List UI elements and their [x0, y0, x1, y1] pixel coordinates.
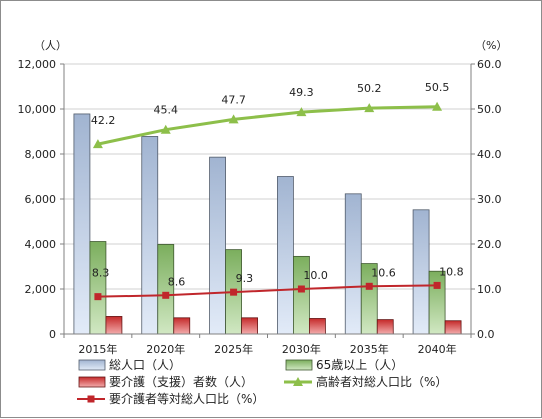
right-tick-label: 10.0 — [477, 283, 502, 296]
square-marker — [365, 282, 373, 290]
series-line — [97, 284, 438, 298]
legend-swatch — [285, 359, 313, 371]
bar — [428, 270, 446, 335]
square-marker — [230, 288, 238, 296]
bar — [412, 209, 430, 335]
left-axis-unit: （人） — [34, 39, 67, 52]
data-label: 10.6 — [371, 266, 396, 279]
right-tick-label: 60.0 — [477, 58, 502, 71]
legend-label: 要介護（支援）者数（人） — [109, 374, 253, 389]
legend-swatch — [78, 359, 106, 371]
x-tick-label: 2040年 — [418, 342, 457, 356]
triangle-marker — [228, 114, 239, 124]
left-tick-label: 2,000 — [25, 283, 57, 296]
left-tick-label: 6,000 — [25, 193, 57, 206]
bar — [73, 113, 91, 335]
gridlines — [64, 63, 471, 290]
bar — [209, 156, 226, 335]
data-label: 49.3 — [289, 86, 314, 99]
bar — [309, 318, 326, 335]
legend-marker — [293, 377, 303, 386]
bar — [277, 176, 294, 335]
series-lines — [92, 101, 443, 301]
series-line — [97, 105, 438, 146]
x-tick-label: 2015年 — [78, 342, 117, 356]
bar — [376, 319, 394, 335]
bar — [89, 241, 107, 335]
bar — [157, 244, 175, 335]
data-labels: 42.2 45.4 47.7 49.3 50.2 50.5 8.3 8.6 9.3 10.0 10.… — [91, 81, 464, 289]
bar — [141, 136, 159, 335]
data-label: 42.2 — [91, 114, 116, 127]
data-label: 50.2 — [357, 82, 382, 95]
square-marker — [433, 281, 441, 289]
left-tick-label: 8,000 — [25, 148, 57, 161]
data-label: 45.4 — [154, 104, 179, 117]
x-tick-label: 2035年 — [350, 342, 389, 356]
legend-label: 65歳以上（人） — [316, 358, 403, 372]
data-label: 10.0 — [303, 269, 328, 282]
triangle-marker — [92, 139, 103, 149]
data-label: 9.3 — [236, 272, 254, 285]
left-tick-label: 4,000 — [25, 238, 57, 251]
legend-label: 総人口（人） — [109, 358, 181, 372]
triangle-marker — [432, 101, 443, 111]
x-tick-label: 2025年 — [214, 342, 253, 356]
data-label: 8.6 — [168, 275, 186, 288]
bar — [444, 320, 462, 335]
legend: 総人口（人） 65歳以上（人） 要介護（支援）者数（人） 高齢者対総人口比（%） 要介護… — [77, 358, 447, 406]
bar — [241, 317, 258, 335]
legend-label: 要介護者等対総人口比（%） — [109, 391, 264, 406]
bar — [344, 193, 362, 335]
right-tick-label: 50.0 — [477, 103, 502, 116]
triangle-marker — [296, 107, 307, 117]
triangle-marker — [160, 124, 171, 134]
axes: 0 0.0 2,000 10.0 4,000 20.0 6,000 30.0 8,000 40.0… — [18, 39, 508, 356]
square-marker — [297, 285, 305, 293]
bar — [105, 316, 123, 335]
data-label: 10.8 — [439, 265, 464, 278]
left-tick-label: 0 — [49, 328, 56, 341]
right-tick-label: 30.0 — [477, 193, 502, 206]
right-axis-unit: （%） — [475, 39, 507, 52]
right-tick-label: 40.0 — [477, 148, 502, 161]
x-tick-label: 2030年 — [282, 342, 321, 356]
left-tick-label: 12,000 — [18, 58, 57, 71]
triangle-marker — [364, 103, 375, 113]
square-marker — [94, 293, 102, 301]
data-label: 47.7 — [221, 93, 246, 106]
data-label: 8.3 — [92, 267, 110, 280]
x-tick-label: 2020年 — [146, 342, 185, 356]
square-marker — [162, 291, 170, 299]
legend-marker — [87, 395, 95, 403]
right-tick-label: 0.0 — [477, 328, 495, 341]
bar — [173, 317, 191, 335]
right-tick-label: 20.0 — [477, 238, 502, 251]
data-label: 50.5 — [425, 81, 450, 94]
bars — [73, 113, 462, 335]
left-tick-label: 10,000 — [18, 103, 57, 116]
legend-label: 高齢者対総人口比（%） — [316, 374, 447, 389]
legend-swatch — [78, 376, 106, 388]
